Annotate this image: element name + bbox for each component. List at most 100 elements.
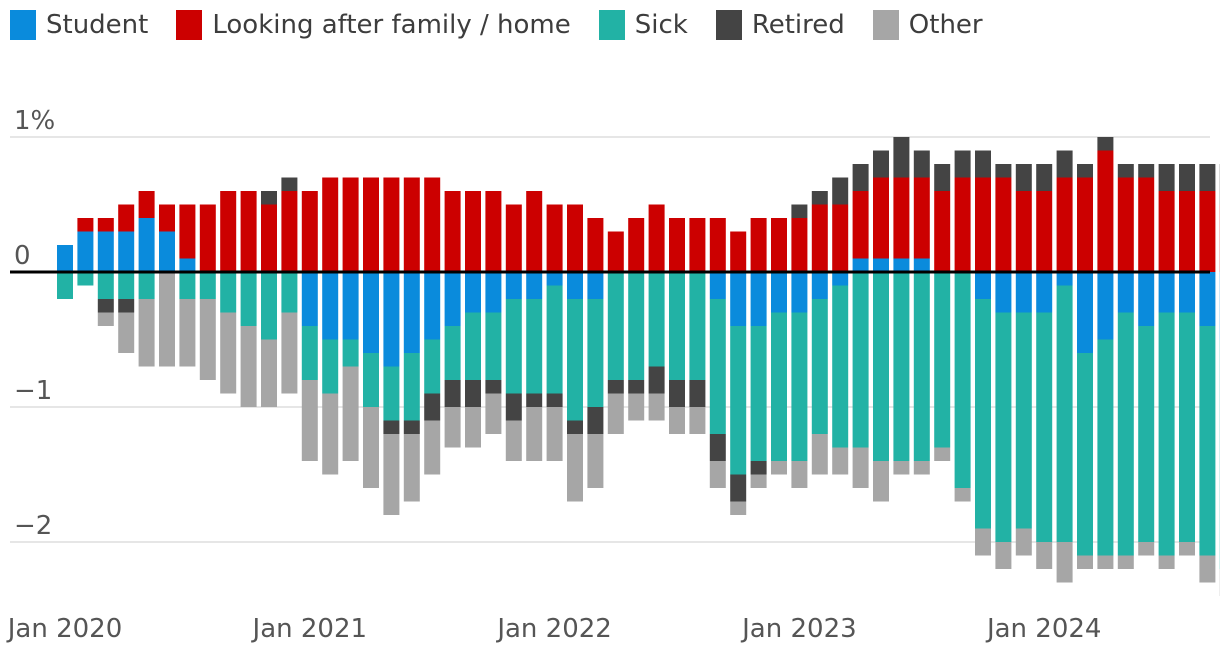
bar-segment-family bbox=[1138, 177, 1155, 272]
bar-segment-other bbox=[811, 434, 828, 475]
bar-segment-student bbox=[57, 245, 73, 272]
bar-segment-sick bbox=[261, 272, 277, 340]
bar-segment-student bbox=[505, 272, 522, 299]
bar-segment-family bbox=[363, 177, 379, 272]
bar-segment-other bbox=[342, 366, 359, 461]
bar-segment-student bbox=[791, 272, 808, 313]
bar-segment-other bbox=[995, 542, 1012, 569]
bar-segment-sick bbox=[791, 312, 808, 461]
bar-segment-other bbox=[771, 461, 787, 475]
bar-segment-sick bbox=[934, 272, 951, 448]
bar-segment-family bbox=[628, 218, 645, 272]
bar-segment-retired bbox=[954, 150, 971, 178]
bar-segment-other bbox=[709, 461, 726, 488]
bar-segment-family bbox=[118, 204, 135, 232]
bar-segment-other bbox=[505, 420, 522, 461]
bar-segment-family bbox=[485, 191, 502, 272]
bar-segment-retired bbox=[505, 393, 522, 421]
bar-segment-family bbox=[587, 218, 604, 272]
bar-segment-other bbox=[444, 407, 461, 448]
bar-segment-sick bbox=[138, 272, 155, 299]
bar-segment-sick bbox=[322, 339, 339, 394]
bar-segment-sick bbox=[628, 272, 645, 380]
bar-segment-other bbox=[689, 407, 706, 434]
bar-segment-other bbox=[1179, 542, 1195, 556]
bar-segment-student bbox=[975, 272, 991, 299]
bar-segment-student bbox=[118, 231, 135, 272]
bar-segment-sick bbox=[199, 272, 216, 299]
bar-segment-retired bbox=[567, 420, 583, 434]
bar-segment-sick bbox=[1199, 326, 1216, 556]
bar-segment-retired bbox=[873, 150, 889, 178]
x-tick-label: Jan 2024 bbox=[985, 614, 1102, 644]
bar-segment-retired bbox=[832, 177, 849, 205]
x-tick-label: Jan 2020 bbox=[6, 614, 123, 644]
bar-segment-family bbox=[730, 231, 747, 272]
bar-segment-student bbox=[1077, 272, 1093, 353]
bar-segment-student bbox=[159, 231, 175, 272]
bar-segment-other bbox=[669, 407, 685, 434]
bar-segment-other bbox=[832, 447, 849, 475]
bar-segment-student bbox=[403, 272, 420, 353]
bar-segment-family bbox=[1199, 191, 1216, 272]
bar-segment-sick bbox=[689, 272, 706, 380]
bar-segment-retired bbox=[975, 150, 991, 178]
legend-label-family: Looking after family / home bbox=[212, 10, 571, 40]
bar-segment-retired bbox=[811, 191, 828, 205]
bar-segment-family bbox=[383, 177, 400, 272]
bar-segment-other bbox=[934, 447, 951, 461]
bar-segment-sick bbox=[852, 272, 869, 448]
bar-segment-family bbox=[179, 204, 196, 259]
bar-segment-sick bbox=[526, 299, 543, 394]
bar-segment-student bbox=[424, 272, 441, 340]
bar-segment-student bbox=[342, 272, 359, 340]
bar-segment-student bbox=[567, 272, 583, 299]
bar-segment-other bbox=[628, 393, 645, 421]
bar-segment-student bbox=[322, 272, 339, 340]
bar-segment-retired bbox=[607, 380, 624, 394]
bar-segment-other bbox=[465, 407, 481, 448]
bar-segment-retired bbox=[1015, 164, 1032, 191]
bar-segment-retired bbox=[261, 191, 277, 205]
bar-segment-retired bbox=[730, 474, 747, 502]
bar-segment-student bbox=[301, 272, 318, 326]
bar-segment-sick bbox=[179, 272, 196, 299]
legend-item-retired: Retired bbox=[715, 10, 845, 40]
bar-segment-student bbox=[1138, 272, 1155, 326]
bar-segment-other bbox=[485, 393, 502, 434]
y-tick-label: −2 bbox=[14, 511, 52, 541]
bar-segment-other bbox=[1158, 555, 1175, 569]
bar-segment-family bbox=[159, 204, 175, 232]
bar-segment-retired bbox=[546, 393, 563, 407]
bar-segment-student bbox=[1179, 272, 1195, 313]
bar-segment-family bbox=[913, 177, 930, 259]
bar-segment-retired bbox=[689, 380, 706, 407]
bar-segment-retired bbox=[1138, 164, 1155, 178]
bar-segment-sick bbox=[771, 312, 787, 461]
bar-segment-retired bbox=[893, 137, 910, 178]
bar-segment-student bbox=[1097, 272, 1114, 340]
bar-segment-retired bbox=[995, 164, 1012, 178]
bar-segment-family bbox=[281, 191, 298, 272]
bar-segment-retired bbox=[465, 380, 481, 407]
bar-segment-sick bbox=[118, 272, 135, 299]
bar-segment-retired bbox=[934, 164, 951, 191]
y-tick-label: 0 bbox=[14, 241, 31, 271]
bar-segment-other bbox=[526, 407, 543, 461]
bar-segment-sick bbox=[913, 272, 930, 461]
bar-segment-other bbox=[730, 501, 747, 515]
bar-segment-sick bbox=[1015, 312, 1032, 529]
bar-segment-family bbox=[709, 218, 726, 272]
bar-segment-sick bbox=[424, 339, 441, 394]
bar-segment-family bbox=[505, 204, 522, 272]
bar-segment-sick bbox=[77, 272, 94, 286]
bar-segment-family bbox=[567, 204, 583, 272]
bar-segment-other bbox=[852, 447, 869, 488]
bar-segment-retired bbox=[750, 461, 767, 475]
bar-segment-family bbox=[669, 218, 685, 272]
bar-segment-student bbox=[444, 272, 461, 326]
bar-segment-student bbox=[546, 272, 563, 286]
bar-segment-retired bbox=[587, 407, 604, 434]
bar-segment-sick bbox=[730, 326, 747, 475]
bar-segment-sick bbox=[301, 326, 318, 380]
